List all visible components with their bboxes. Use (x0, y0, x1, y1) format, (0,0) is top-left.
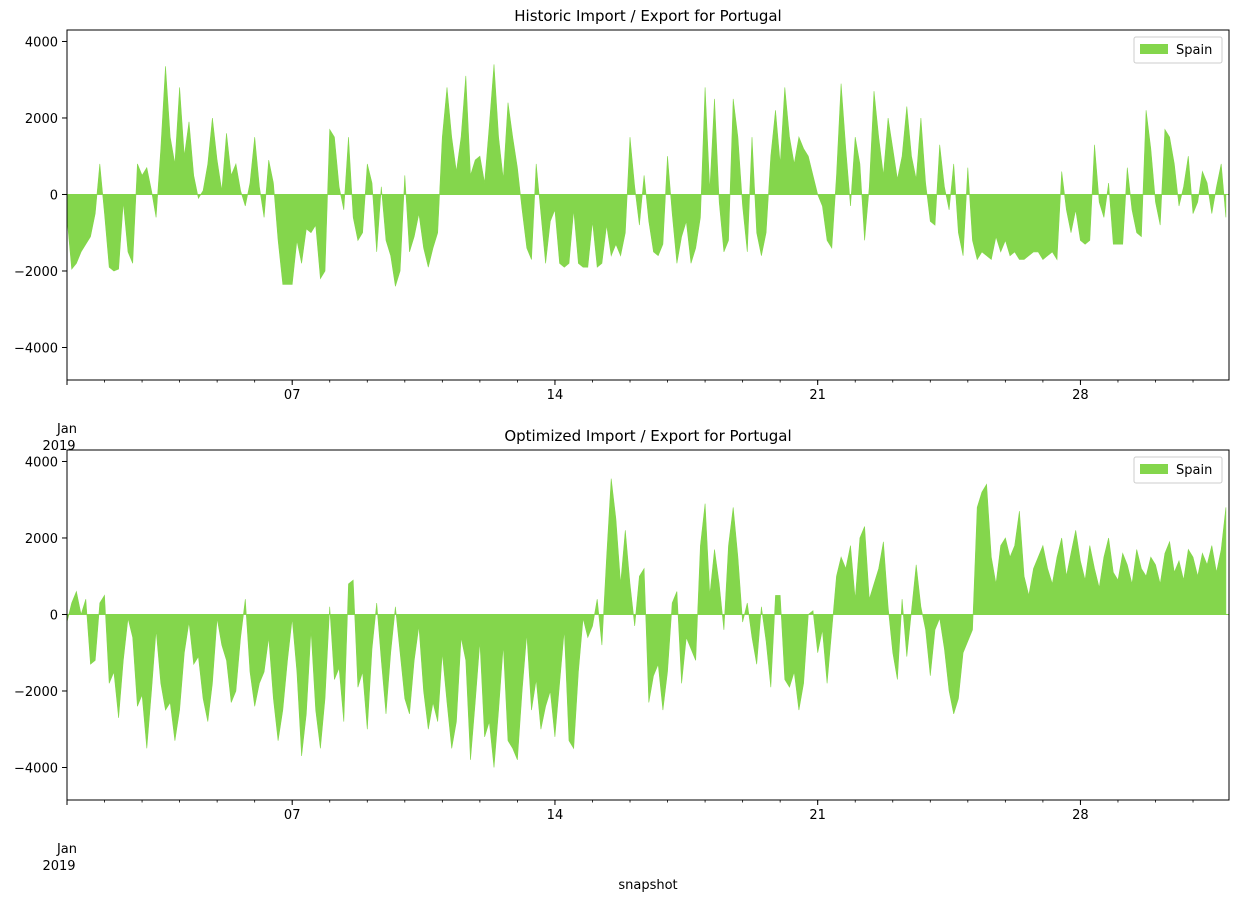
historic-chart: Historic Import / Export for Portugal −4… (14, 7, 1230, 454)
y-tick-label: 2000 (25, 112, 58, 127)
y-tick-label: −2000 (14, 685, 58, 700)
x-tick-label: Jan (56, 842, 77, 857)
historic-legend: Spain (1133, 36, 1223, 64)
x-tick-label: 28 (1072, 808, 1089, 823)
optimized-legend-swatch (1140, 464, 1168, 474)
optimized-y-axis: −4000 −2000 0 2000 4000 (14, 455, 67, 776)
optimized-legend-box (1133, 456, 1223, 484)
optimized-plot-frame (66, 449, 1230, 801)
x-tick-label: 21 (809, 388, 826, 403)
y-tick-label: 4000 (25, 35, 58, 50)
y-tick-label: −4000 (14, 761, 58, 776)
y-tick-label: −4000 (14, 341, 58, 356)
x-axis-label: snapshot (618, 878, 677, 893)
y-tick-label: 0 (50, 188, 58, 203)
x-tick-sublabel: 2019 (42, 859, 75, 874)
optimized-spain-area (66, 478, 1227, 768)
x-tick-label: 14 (547, 388, 564, 403)
optimized-chart: Optimized Import / Export for Portugal −… (14, 427, 1230, 874)
x-tick-sublabel: 2019 (42, 439, 75, 454)
y-tick-label: 4000 (25, 455, 58, 470)
x-tick-label: 14 (547, 808, 564, 823)
optimized-chart-title: Optimized Import / Export for Portugal (504, 427, 791, 445)
historic-legend-box (1133, 36, 1223, 64)
historic-x-axis: Jan 2019 07 14 21 28 (42, 380, 1194, 454)
x-tick-label: 07 (284, 388, 301, 403)
optimized-legend-label: Spain (1176, 463, 1212, 478)
x-tick-label: 21 (809, 808, 826, 823)
historic-y-axis: −4000 −2000 0 2000 4000 (14, 35, 67, 356)
y-tick-label: 0 (50, 608, 58, 623)
x-tick-label: 28 (1072, 388, 1089, 403)
historic-spain-area (66, 64, 1227, 287)
y-tick-label: 2000 (25, 532, 58, 547)
optimized-legend: Spain (1133, 456, 1223, 484)
x-tick-label: Jan (56, 422, 77, 437)
y-tick-label: −2000 (14, 265, 58, 280)
optimized-x-axis: Jan 2019 07 14 21 28 (42, 800, 1194, 874)
historic-legend-swatch (1140, 44, 1168, 54)
historic-plot-frame (66, 29, 1230, 381)
historic-legend-label: Spain (1176, 43, 1212, 58)
historic-chart-title: Historic Import / Export for Portugal (514, 7, 781, 25)
x-tick-label: 07 (284, 808, 301, 823)
